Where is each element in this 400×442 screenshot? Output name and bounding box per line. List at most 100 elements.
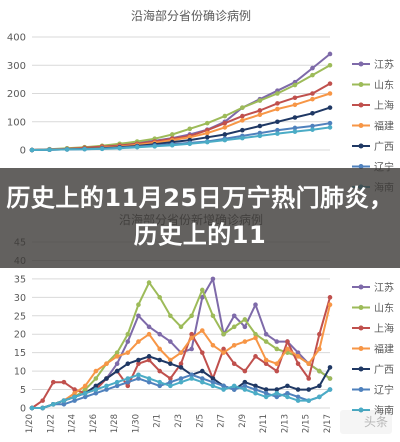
legend-label: 山东 xyxy=(374,79,394,92)
data-point xyxy=(240,113,245,119)
data-point xyxy=(204,130,210,136)
data-point xyxy=(199,287,205,293)
data-point xyxy=(50,379,56,385)
legend-label: 山东 xyxy=(374,302,394,315)
data-point xyxy=(292,82,298,88)
data-point xyxy=(178,361,184,367)
x-tick-label: 1/22 xyxy=(46,414,56,433)
data-point xyxy=(61,398,67,403)
watermark-text: 头条 xyxy=(363,415,388,429)
legend-label: 海南 xyxy=(374,404,394,417)
data-point xyxy=(210,376,216,381)
data-point xyxy=(317,394,322,400)
data-point xyxy=(157,295,163,300)
data-point xyxy=(231,342,237,348)
data-point xyxy=(114,368,120,374)
data-point xyxy=(168,383,173,389)
data-point xyxy=(104,361,109,367)
data-point xyxy=(125,376,131,381)
x-tick-label: 2/9 xyxy=(238,414,248,428)
data-point xyxy=(210,276,216,282)
data-point xyxy=(93,390,99,396)
data-point xyxy=(64,147,70,152)
y-tick-label: 0 xyxy=(20,404,26,415)
data-point xyxy=(292,115,298,120)
data-point xyxy=(178,376,184,381)
data-point xyxy=(221,331,226,337)
data-point xyxy=(222,120,228,126)
data-point xyxy=(114,361,120,367)
data-point xyxy=(295,387,301,392)
data-point xyxy=(146,379,152,385)
data-point xyxy=(327,62,333,68)
data-point xyxy=(47,147,52,153)
title-banner xyxy=(0,168,400,268)
data-point xyxy=(199,350,205,355)
watermark-badge xyxy=(340,410,392,434)
data-point xyxy=(187,141,193,147)
data-point xyxy=(306,387,312,392)
data-point xyxy=(157,383,163,389)
y-tick-label: 100 xyxy=(7,117,26,128)
data-point xyxy=(204,139,210,145)
data-point xyxy=(257,112,263,117)
data-point xyxy=(275,131,280,136)
data-point xyxy=(189,372,194,378)
data-point xyxy=(274,361,280,367)
y-tick-label: 15 xyxy=(14,348,26,359)
data-point xyxy=(93,387,99,392)
data-point xyxy=(40,405,45,411)
data-point xyxy=(61,379,67,385)
data-point xyxy=(146,357,152,363)
data-point xyxy=(136,302,141,308)
data-point xyxy=(295,398,301,403)
data-point xyxy=(253,354,258,359)
data-point xyxy=(242,324,248,330)
data-point xyxy=(157,331,163,337)
data-point xyxy=(240,127,245,133)
legend-marker xyxy=(358,407,364,413)
data-point xyxy=(253,390,258,396)
data-point xyxy=(275,106,280,112)
data-point xyxy=(222,125,228,130)
data-point xyxy=(310,110,315,116)
data-point xyxy=(29,147,35,153)
legend-marker xyxy=(358,284,364,290)
data-point xyxy=(114,350,120,355)
legend-label: 广西 xyxy=(374,364,394,376)
x-tick-label: 2/13 xyxy=(280,414,290,433)
data-point xyxy=(210,383,216,389)
data-point xyxy=(169,142,175,148)
x-tick-label: 1/30 xyxy=(131,414,141,433)
data-point xyxy=(146,280,152,285)
data-point xyxy=(210,379,216,385)
data-point xyxy=(222,113,228,119)
y-tick-label: 400 xyxy=(7,33,26,44)
data-point xyxy=(327,387,333,392)
data-point xyxy=(253,387,258,392)
data-point xyxy=(242,368,248,374)
x-tick-label: 2/17 xyxy=(323,414,333,433)
data-point xyxy=(231,387,237,392)
legend-marker xyxy=(358,61,364,67)
data-point xyxy=(189,346,194,352)
data-point xyxy=(199,368,205,374)
y-tick-label: 30 xyxy=(14,293,26,304)
data-point xyxy=(242,383,248,389)
data-point xyxy=(125,339,131,344)
data-point xyxy=(125,383,131,389)
y-tick-label: 300 xyxy=(7,61,26,72)
data-point xyxy=(50,402,56,407)
data-point xyxy=(327,295,333,300)
data-point xyxy=(263,331,269,337)
y-tick-label: 5 xyxy=(20,385,26,396)
data-point xyxy=(210,342,216,348)
legend-marker xyxy=(358,366,364,372)
data-point xyxy=(306,376,312,381)
data-point xyxy=(168,313,173,319)
data-point xyxy=(99,146,105,152)
data-point xyxy=(157,357,163,363)
data-point xyxy=(263,390,269,396)
data-point xyxy=(275,119,280,125)
data-point xyxy=(242,387,248,392)
